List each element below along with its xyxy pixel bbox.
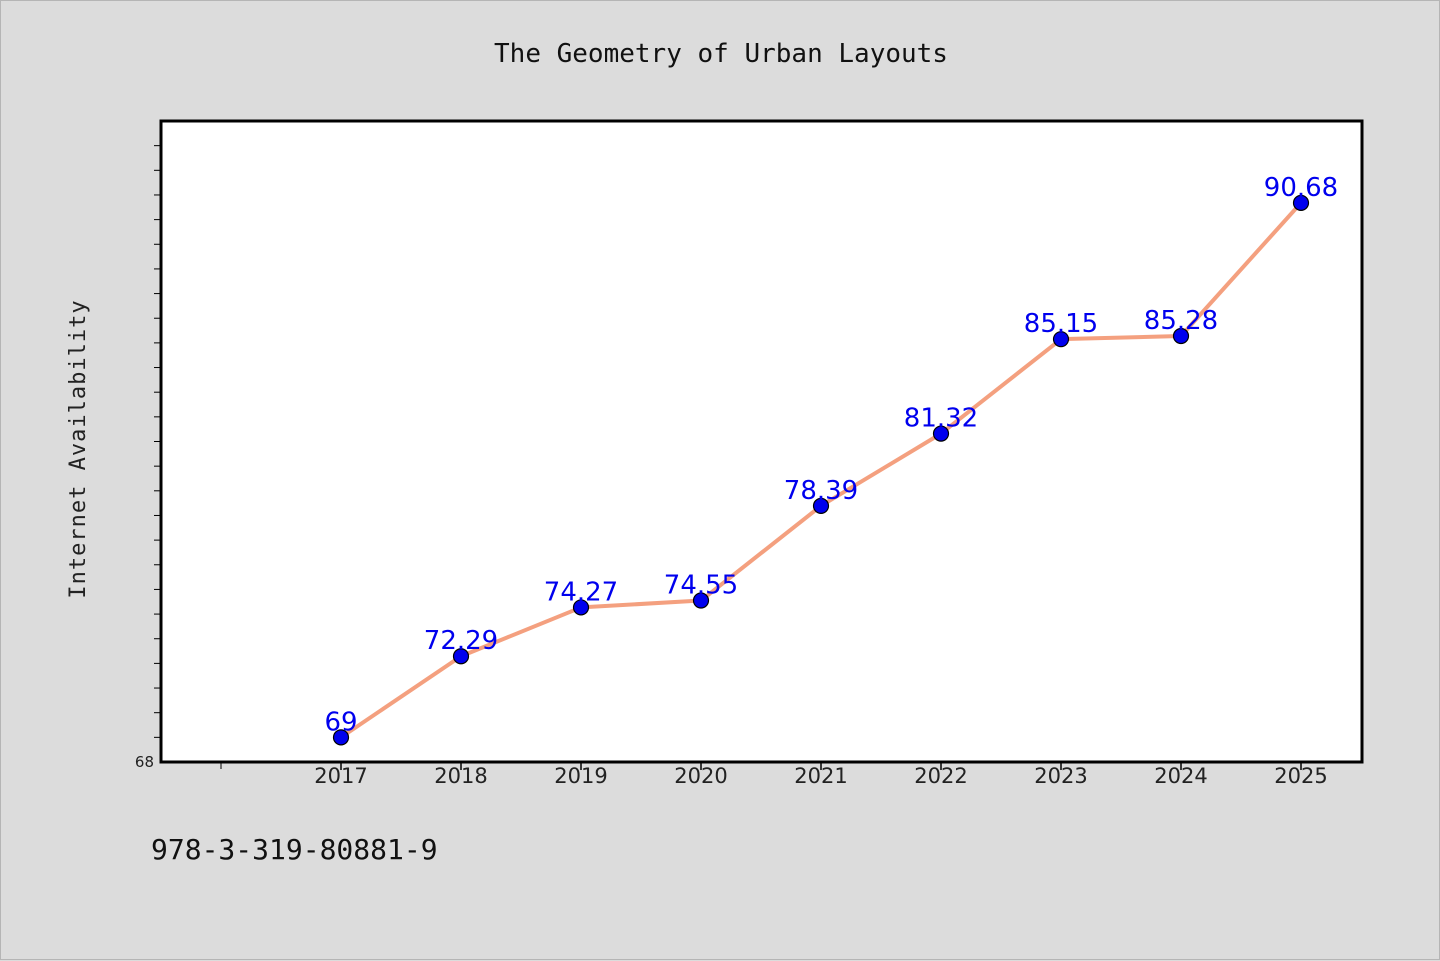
data-point <box>1052 331 1070 348</box>
data-point <box>932 425 950 442</box>
data-point <box>332 729 350 746</box>
y-tick-label: 68 <box>135 753 154 771</box>
isbn-footnote: 978-3-319-80881-9 <box>151 833 438 866</box>
data-label: 85.28 <box>1144 306 1218 336</box>
x-tick-label: 2019 <box>554 764 607 788</box>
data-point <box>812 497 830 514</box>
data-label: 69 <box>324 707 357 737</box>
x-tick-label: 2021 <box>794 764 847 788</box>
data-point <box>452 648 470 665</box>
plot-area <box>159 119 1364 764</box>
x-tick-label: 2024 <box>1154 764 1207 788</box>
x-tick-label: 2017 <box>314 764 367 788</box>
x-tick-label: 2020 <box>674 764 727 788</box>
x-tick-label: 2022 <box>914 764 967 788</box>
x-tick-label: 2023 <box>1034 764 1087 788</box>
x-tick-label: 2018 <box>434 764 487 788</box>
data-label: 72.29 <box>424 626 498 656</box>
data-label: 81.32 <box>904 404 978 434</box>
data-label: 74.27 <box>544 577 618 607</box>
data-point <box>1172 327 1190 345</box>
y-axis-ticks: 68 <box>135 145 161 771</box>
data-labels: 69 72.29 74.27 74.55 78.39 81.32 85.15 85.28 90.… <box>324 173 1338 737</box>
data-label: 78.39 <box>784 476 858 506</box>
x-tick-label: 2025 <box>1274 764 1327 788</box>
data-label: 90.68 <box>1264 173 1338 203</box>
data-point <box>1292 194 1310 211</box>
x-axis-ticks: 2017 2018 2019 2020 2021 2022 2023 2024 2025 <box>220 762 1328 788</box>
data-point <box>572 599 590 616</box>
data-label: 74.55 <box>664 571 738 601</box>
data-markers <box>332 194 1310 746</box>
data-point <box>692 592 710 609</box>
y-axis-label: Internet Availability <box>66 299 91 598</box>
chart-title: The Geometry of Urban Layouts <box>494 39 948 69</box>
data-label: 85.15 <box>1024 309 1098 339</box>
